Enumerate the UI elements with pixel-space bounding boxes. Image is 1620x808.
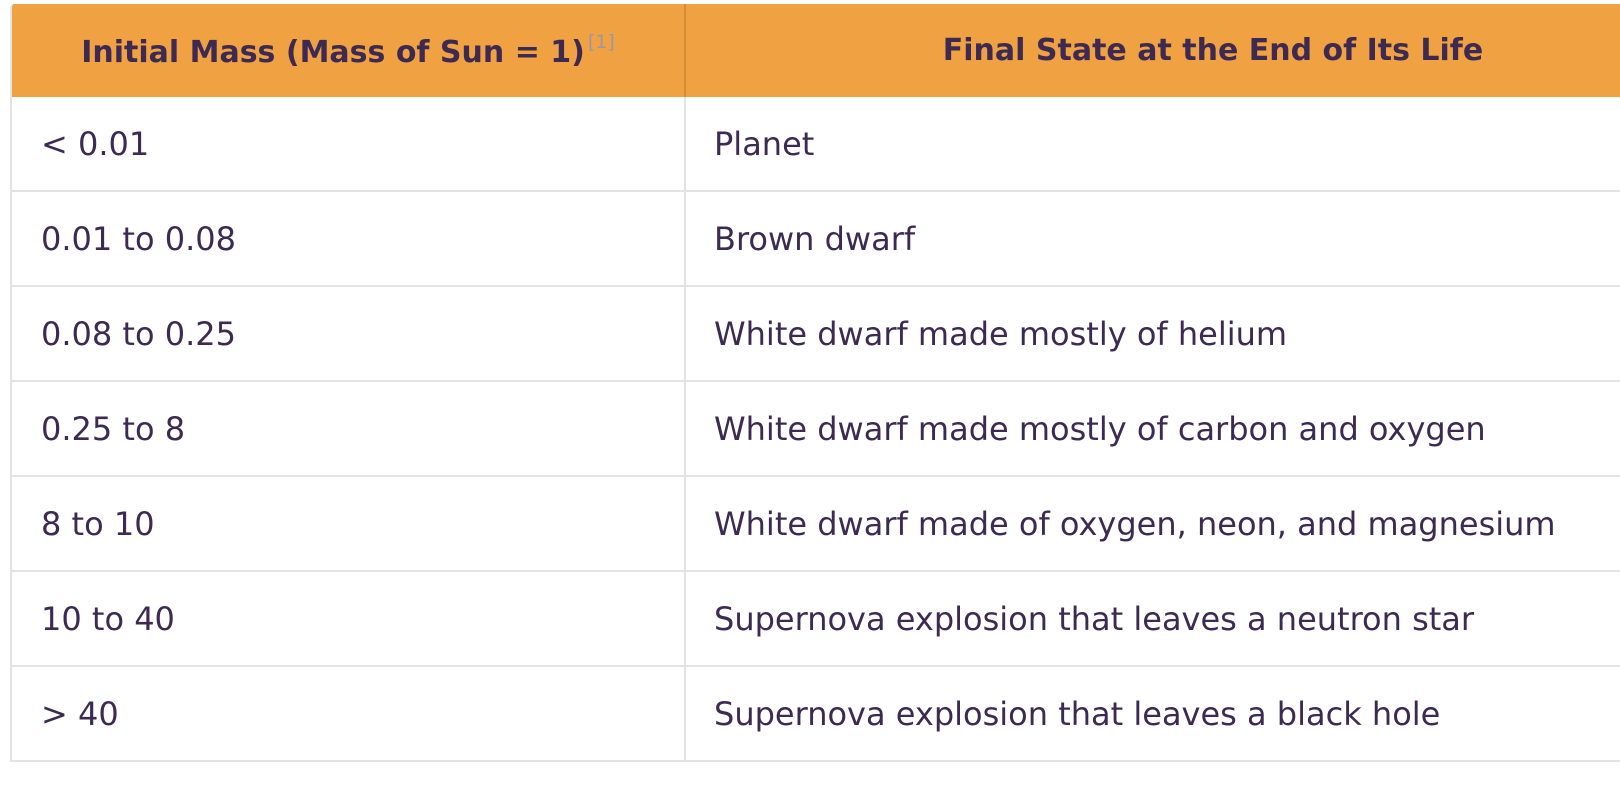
final-state-cell: White dwarf made mostly of helium	[685, 286, 1620, 382]
mass-cell: 0.25 to 8	[12, 381, 686, 477]
table-row: 10 to 40 Supernova explosion that leaves…	[12, 571, 1620, 667]
table-row: 0.01 to 0.08 Brown dwarf	[12, 191, 1620, 287]
mass-cell: 10 to 40	[12, 571, 686, 667]
final-state-cell: Supernova explosion that leaves a neutro…	[685, 571, 1620, 667]
header-initial-mass: Initial Mass (Mass of Sun = 1) [1]	[12, 4, 686, 97]
stellar-fate-table: Initial Mass (Mass of Sun = 1) [1] Final …	[12, 4, 1620, 760]
header-row: Initial Mass (Mass of Sun = 1) [1] Final …	[12, 4, 1620, 97]
final-state-cell: Supernova explosion that leaves a black …	[714, 694, 1441, 733]
final-state-cell: Brown dwarf	[685, 191, 1620, 287]
final-state-cell: White dwarf made mostly of carbon and ox…	[685, 381, 1620, 477]
final-state-cell: White dwarf made of oxygen, neon, and ma…	[685, 476, 1620, 572]
table-row: > 40 Supernova explosion that leaves a b…	[12, 666, 1620, 760]
header-final-state-label: Final State at the End of Its Life	[942, 33, 1484, 68]
table-row: < 0.01 Planet	[12, 97, 1620, 192]
mass-cell: 8 to 10	[12, 476, 686, 572]
table-row: 0.25 to 8 White dwarf made mostly of car…	[12, 381, 1620, 477]
final-state-cell: Planet	[685, 97, 1620, 192]
footnote-reference-link[interactable]: [1]	[587, 31, 615, 53]
stellar-fate-table-container: Initial Mass (Mass of Sun = 1) [1] Final …	[10, 4, 1620, 762]
table-row: 8 to 10 White dwarf made of oxygen, neon…	[12, 476, 1620, 572]
mass-cell: 0.08 to 0.25	[12, 286, 686, 382]
header-initial-mass-label: Initial Mass (Mass of Sun = 1)	[81, 35, 585, 70]
mass-cell: 0.01 to 0.08	[12, 191, 686, 287]
table-header: Initial Mass (Mass of Sun = 1) [1] Final …	[12, 4, 1620, 97]
table-row: 0.08 to 0.25 White dwarf made mostly of …	[12, 286, 1620, 382]
mass-cell: < 0.01	[12, 97, 686, 192]
table-body: < 0.01 Planet 0.01 to 0.08 Brown dwarf 0…	[12, 97, 1620, 760]
mass-cell: > 40	[12, 666, 686, 760]
header-final-state: Final State at the End of Its Life	[685, 4, 1620, 97]
